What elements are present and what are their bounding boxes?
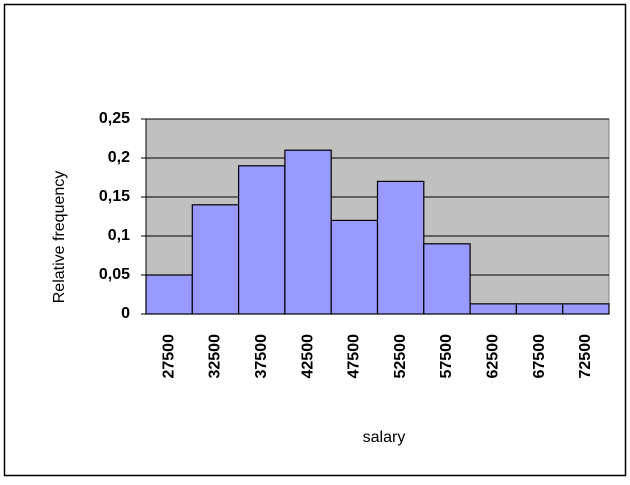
bar — [191, 204, 240, 315]
x-tick-label: 27500 — [160, 334, 177, 379]
x-tick-label: 62500 — [484, 334, 501, 379]
bar — [376, 180, 425, 315]
x-tick-label: 42500 — [299, 334, 316, 379]
x-tick-label: 47500 — [346, 334, 363, 379]
x-tick-label: 72500 — [577, 334, 594, 379]
x-tick-label: 32500 — [207, 334, 224, 379]
bar — [423, 243, 471, 315]
bar — [145, 274, 193, 315]
bar — [330, 219, 379, 315]
y-tick-label: 0,25 — [99, 110, 130, 127]
x-axis-title: salary — [363, 429, 406, 446]
bar — [562, 303, 610, 315]
y-tick-label: 0,05 — [99, 266, 130, 283]
y-axis-title: Relative frequency — [51, 171, 68, 304]
x-tick-label: 52500 — [392, 334, 409, 379]
x-tick-label: 67500 — [531, 334, 548, 379]
bar — [469, 303, 518, 315]
y-tick-label: 0,2 — [108, 149, 130, 166]
x-tick-label: 37500 — [253, 334, 270, 379]
y-tick-label: 0 — [121, 305, 130, 322]
bar — [238, 165, 286, 315]
bar — [284, 149, 332, 315]
y-tick-label: 0,15 — [99, 188, 130, 205]
bar — [515, 303, 564, 315]
x-tick-label: 57500 — [438, 334, 455, 379]
y-tick-label: 0,1 — [108, 227, 130, 244]
